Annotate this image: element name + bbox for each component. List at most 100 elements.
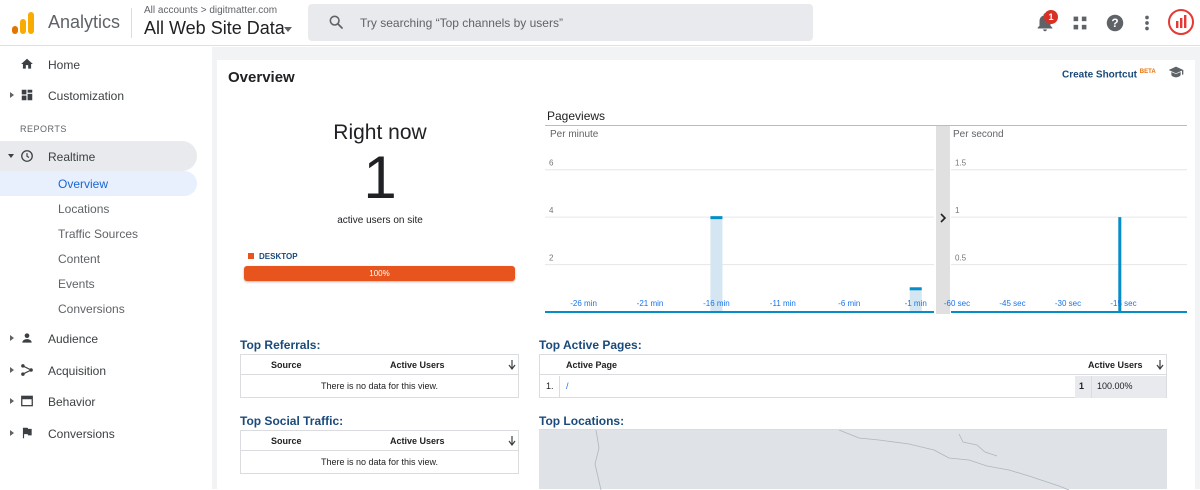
column-header-source[interactable]: Source: [271, 436, 302, 446]
dashboard-icon: [21, 89, 33, 101]
pageviews-title: Pageviews: [547, 109, 606, 123]
x-tick-label: -21 min: [637, 299, 664, 308]
table-header: Source Active Users: [241, 355, 518, 375]
locations-map[interactable]: [539, 429, 1167, 490]
sidebar-subitem-conversions[interactable]: Conversions: [0, 296, 197, 321]
top-referrals-table: Source Active Users There is no data for…: [240, 354, 519, 398]
chevron-right-icon: [940, 213, 947, 223]
more-vert-icon[interactable]: [1136, 12, 1158, 34]
row-percent: 100.00%: [1097, 381, 1133, 391]
clock-icon: [21, 150, 33, 162]
pageviews-chart-svg: 2 4 6 -26 min -21 min -16 min -11 min -6 min -1 …: [545, 126, 1187, 314]
x-tick-label: -1 min: [905, 299, 927, 308]
column-header-active-users[interactable]: Active Users: [390, 360, 445, 370]
column-header-active-page[interactable]: Active Page: [566, 360, 618, 370]
chevron-down-icon[interactable]: [284, 27, 292, 32]
row-users: 1: [1079, 381, 1085, 391]
analytics-logo[interactable]: [12, 10, 36, 34]
expand-arrow-icon: [10, 398, 14, 404]
x-tick-label: -6 min: [838, 299, 860, 308]
acquisition-icon: [21, 364, 33, 376]
top-bar: Analytics All accounts > digitmatter.com…: [0, 0, 1200, 46]
sidebar-item-label: Conversions: [48, 427, 115, 441]
sidebar-item-behavior[interactable]: Behavior: [0, 386, 197, 416]
page-title: Overview: [228, 69, 295, 86]
x-tick-label: -16 min: [703, 299, 730, 308]
table-header: Active Page Active Users: [540, 355, 1166, 375]
search-input[interactable]: [360, 4, 800, 41]
flag-icon: [22, 427, 32, 439]
bar: [710, 216, 723, 220]
apps-grid-icon[interactable]: [1069, 12, 1091, 34]
row-index: 1.: [546, 381, 554, 391]
top-social-table: Source Active Users There is no data for…: [240, 430, 519, 474]
sidebar-subitem-label: Events: [58, 277, 95, 291]
column-header-active-users[interactable]: Active Users: [1088, 360, 1143, 370]
sidebar-subitem-label: Locations: [58, 202, 110, 216]
sort-down-icon[interactable]: [1156, 360, 1164, 370]
sidebar-subitem-traffic-sources[interactable]: Traffic Sources: [0, 221, 197, 246]
search-icon: [329, 15, 343, 29]
sidebar-subitem-label: Traffic Sources: [58, 227, 139, 241]
sidebar-item-label: Behavior: [48, 395, 96, 409]
avatar[interactable]: [1168, 9, 1194, 35]
help-icon[interactable]: ?: [1104, 12, 1126, 34]
graduation-cap-icon[interactable]: [1168, 66, 1184, 78]
sidebar-subitem-locations[interactable]: Locations: [0, 196, 197, 221]
header-divider: [131, 8, 132, 38]
y-tick-label: 2: [549, 254, 554, 263]
table-header: Source Active Users: [241, 431, 518, 451]
sort-down-icon[interactable]: [508, 436, 516, 446]
device-share-bar[interactable]: 100%: [244, 266, 515, 281]
empty-state-text: There is no data for this view.: [320, 457, 439, 467]
top-active-pages-table: Active Page Active Users 1. / 1 100.00%: [539, 354, 1167, 398]
sidebar-item-conversions[interactable]: Conversions: [0, 418, 197, 448]
collapse-arrow-icon: [8, 154, 14, 158]
page-path-link[interactable]: /: [566, 381, 569, 391]
x-tick-label: -15 sec: [1110, 299, 1136, 308]
sidebar-subitem-content[interactable]: Content: [0, 246, 197, 271]
create-shortcut-link[interactable]: Create Shortcut BETA: [1062, 69, 1156, 80]
behavior-icon: [21, 395, 33, 407]
device-legend-label: DESKTOP: [259, 252, 298, 261]
sidebar-item-audience[interactable]: Audience: [0, 323, 197, 353]
bar: [1118, 217, 1122, 312]
x-tick-label: -45 sec: [999, 299, 1025, 308]
sidebar-item-label: Realtime: [48, 150, 96, 164]
bar-highlight: [909, 288, 922, 312]
sort-down-icon[interactable]: [508, 360, 516, 370]
sidebar-item-label: Home: [48, 58, 81, 72]
x-tick-label: -60 sec: [944, 299, 970, 308]
map-outline: [594, 430, 1070, 490]
active-users-caption: active users on site: [337, 215, 423, 226]
empty-state-text: There is no data for this view.: [320, 381, 439, 391]
search-bar[interactable]: [308, 4, 813, 41]
notification-badge: 1: [1044, 10, 1058, 24]
sidebar-subitem-label: Content: [58, 252, 101, 266]
column-header-active-users[interactable]: Active Users: [390, 436, 445, 446]
per-minute-label: Per minute: [550, 129, 599, 140]
column-header-source[interactable]: Source: [271, 360, 302, 370]
sidebar-item-acquisition[interactable]: Acquisition: [0, 355, 197, 385]
expand-arrow-icon: [10, 92, 14, 98]
beta-badge: BETA: [1139, 69, 1156, 75]
top-active-pages-title[interactable]: Top Active Pages:: [539, 338, 642, 352]
sidebar-item-home[interactable]: Home: [0, 49, 197, 79]
device-legend-swatch: [248, 253, 254, 259]
sidebar-item-customization[interactable]: Customization: [0, 80, 197, 110]
top-locations-title[interactable]: Top Locations:: [539, 414, 625, 428]
svg-text:?: ?: [1111, 16, 1118, 30]
expand-arrow-icon: [10, 430, 14, 436]
account-breadcrumb[interactable]: All accounts > digitmatter.com: [144, 5, 278, 16]
sidebar-subitem-overview[interactable]: Overview: [0, 171, 197, 196]
sidebar-item-label: Customization: [48, 89, 125, 103]
sidebar-subitem-events[interactable]: Events: [0, 271, 197, 296]
top-social-title[interactable]: Top Social Traffic:: [240, 414, 344, 428]
y-tick-label: 0.5: [955, 254, 967, 263]
view-selector[interactable]: All Web Site Data: [144, 18, 285, 38]
sidebar-item-realtime[interactable]: Realtime: [0, 141, 197, 171]
table-row[interactable]: 1. / 1 100.00%: [540, 376, 1166, 398]
person-icon: [22, 333, 32, 343]
top-referrals-title[interactable]: Top Referrals:: [240, 338, 321, 352]
per-second-label: Per second: [953, 129, 1004, 140]
